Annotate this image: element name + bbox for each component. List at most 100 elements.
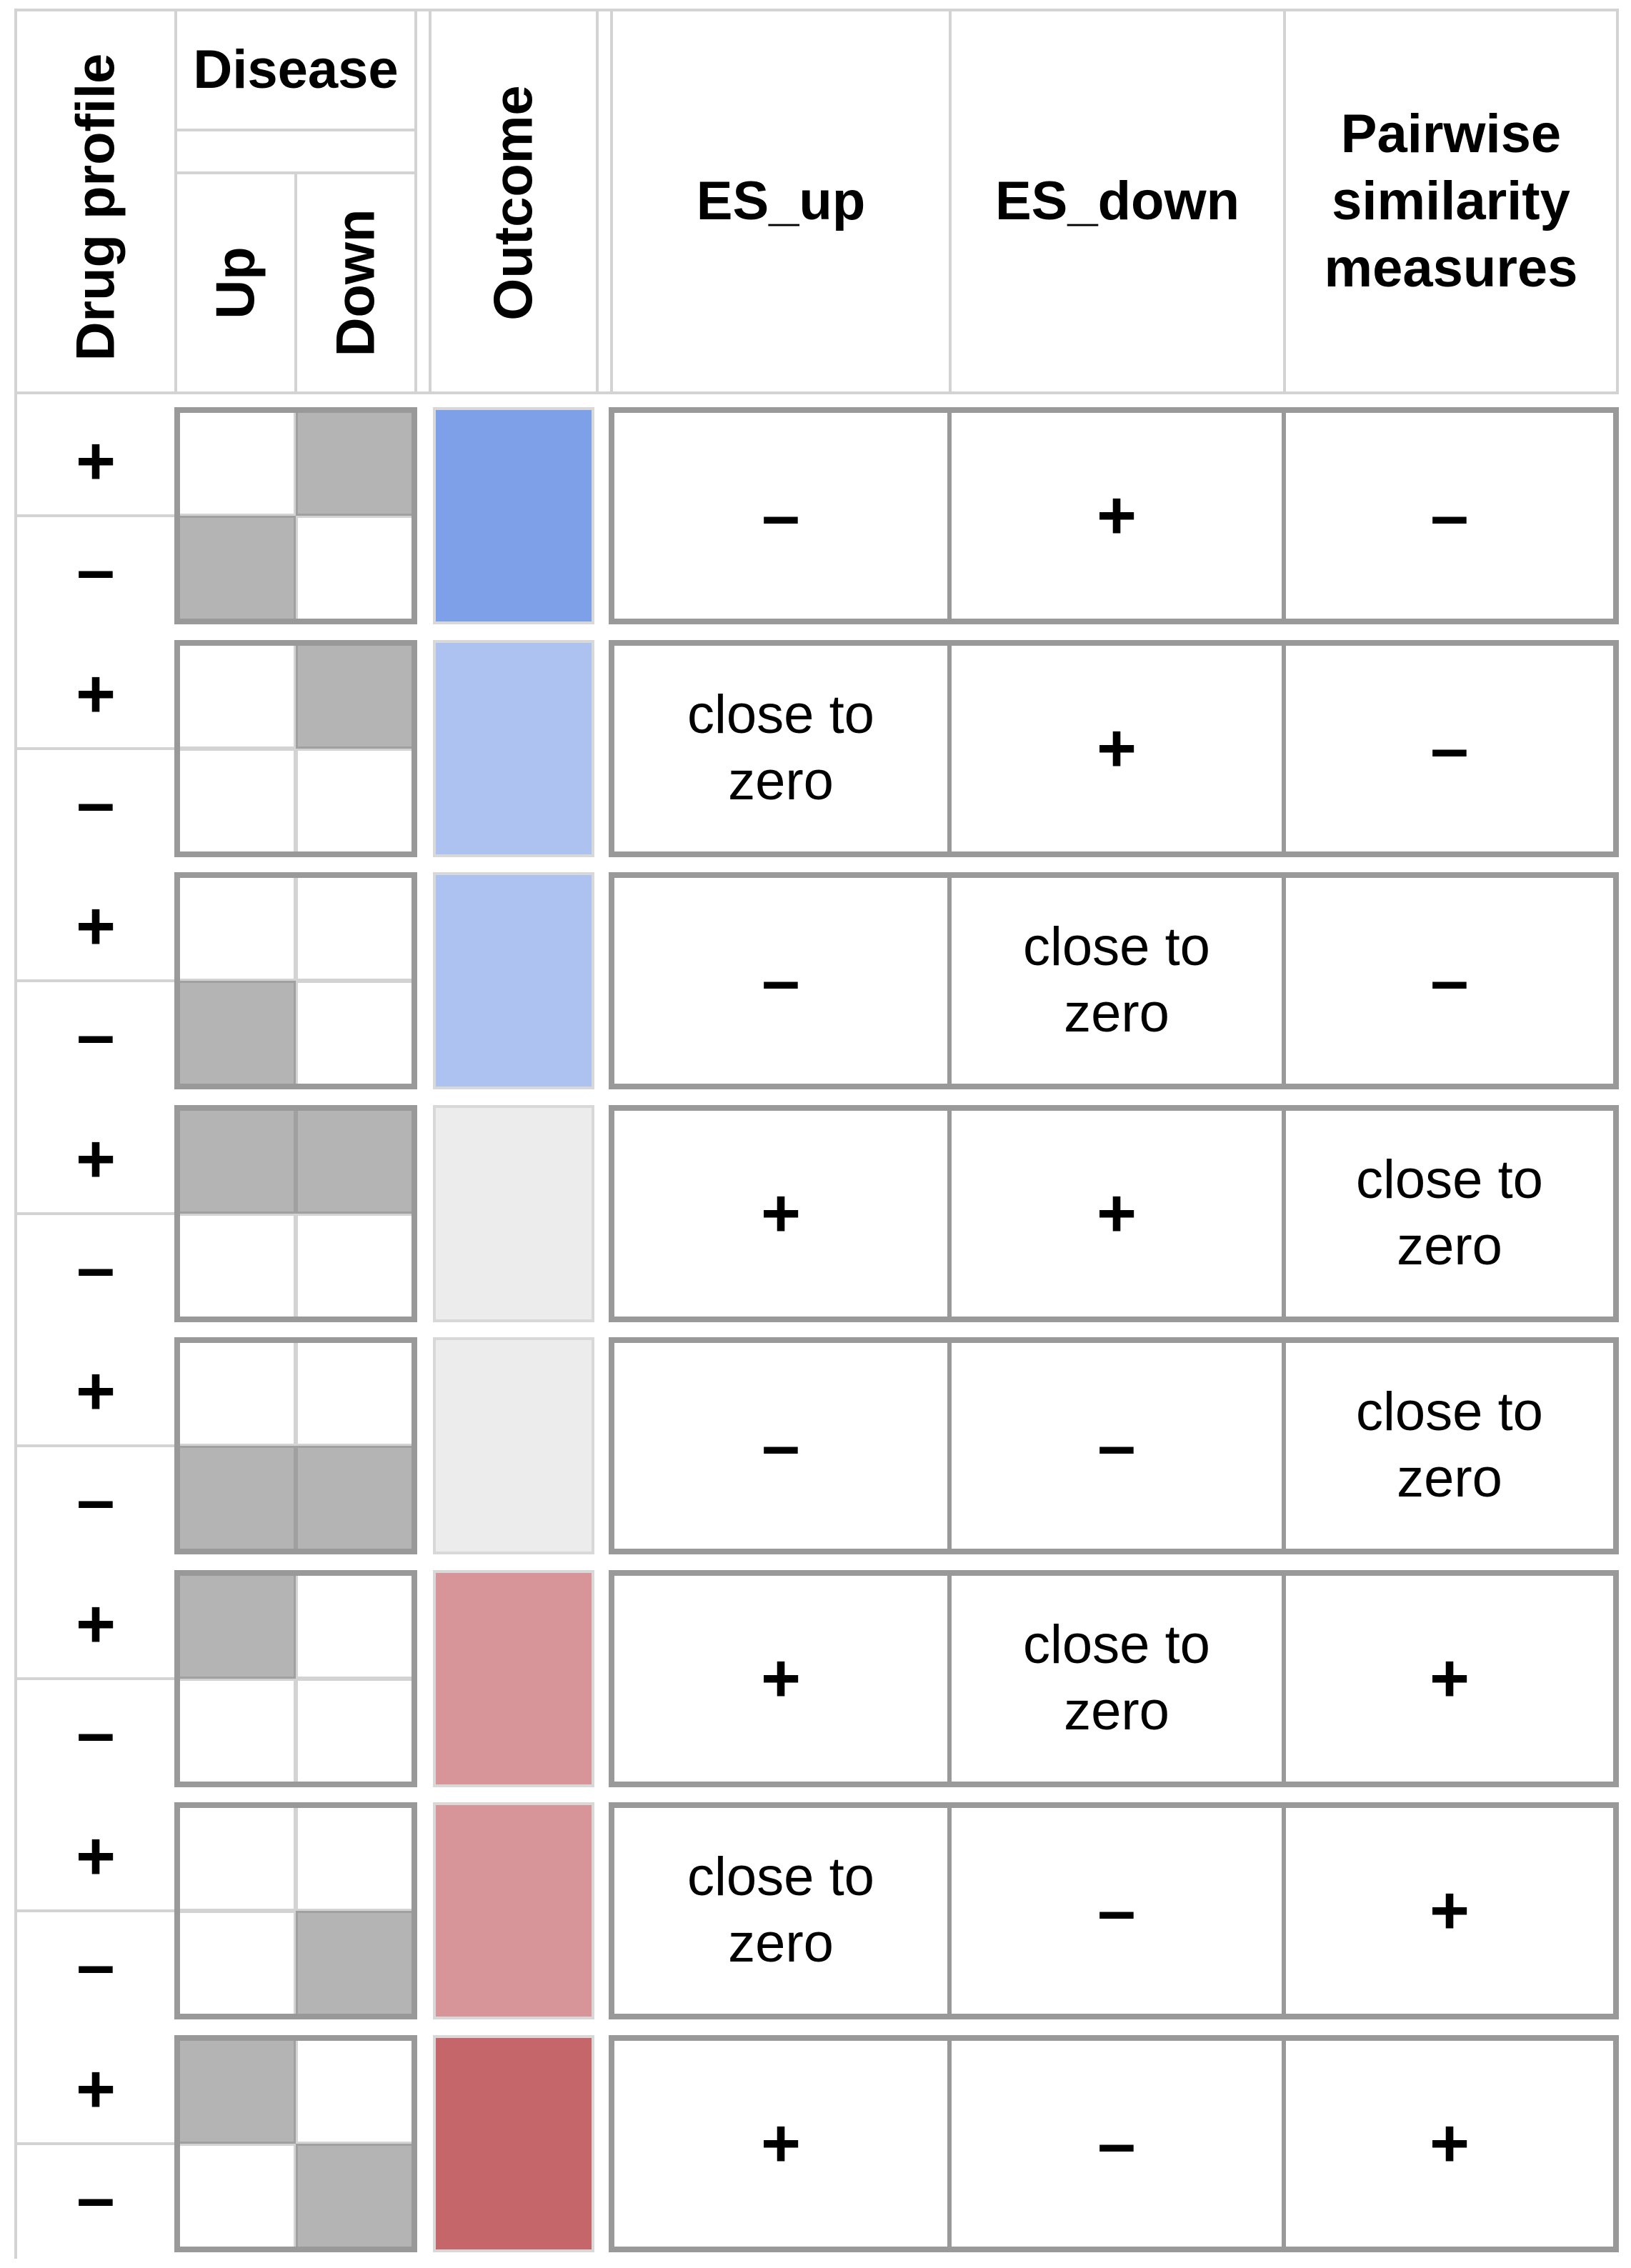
drug-sign-plus: + — [75, 888, 116, 964]
pairwise-value: + — [1429, 1640, 1470, 1717]
column-divider — [947, 1105, 952, 1322]
header-down: Down — [325, 209, 386, 357]
disease-cell-empty — [174, 872, 296, 981]
disease-cell-empty — [174, 749, 296, 857]
column-divider — [947, 1570, 952, 1787]
result-block-border — [609, 407, 1619, 624]
outcome-swatch — [433, 1570, 594, 1787]
grid-line — [17, 1212, 174, 1215]
result-block-border — [609, 872, 1619, 1089]
es-up-value: – — [762, 1407, 800, 1484]
column-divider — [1282, 2035, 1286, 2252]
drug-sign-plus: + — [75, 2051, 116, 2127]
pairwise-value: close to zero — [1356, 1149, 1543, 1277]
grid-line — [17, 747, 174, 750]
outcome-swatch — [433, 1337, 594, 1554]
result-block-border — [609, 1337, 1619, 1554]
disease-block-border — [174, 1802, 417, 2019]
column-divider — [1282, 872, 1286, 1089]
disease-cell-empty — [174, 2144, 296, 2252]
column-divider — [947, 640, 952, 857]
grid-line — [14, 391, 1617, 394]
header-es-down: ES_down — [994, 170, 1240, 231]
header-pairwise-similarity: Pairwise similarity measures — [1324, 103, 1578, 299]
es-up-value: + — [760, 1640, 802, 1717]
es-up-value: + — [760, 1175, 802, 1252]
outcome-swatch — [433, 872, 594, 1089]
es-down-value: + — [1096, 1175, 1137, 1252]
result-block-border — [609, 640, 1619, 857]
grid-line — [610, 9, 613, 394]
drug-sign-plus: + — [75, 1121, 116, 1197]
disease-block-border — [174, 1105, 417, 1322]
column-divider — [1282, 640, 1286, 857]
column-divider — [947, 1337, 952, 1554]
outcome-swatch — [433, 2035, 594, 2252]
column-divider — [1282, 1337, 1286, 1554]
column-divider — [947, 407, 952, 624]
drug-sign-plus: + — [75, 656, 116, 732]
disease-cell-shaded — [174, 1446, 296, 1554]
grid-line — [1616, 9, 1619, 394]
disease-block-border — [174, 407, 417, 624]
grid-line — [949, 9, 952, 394]
result-block-border — [609, 2035, 1619, 2252]
column-divider — [1282, 1802, 1286, 2019]
drug-sign-minus: – — [76, 1694, 115, 1771]
drug-sign-plus: + — [75, 1586, 116, 1662]
outcome-swatch — [433, 1802, 594, 2019]
grid-line — [429, 9, 432, 394]
pairwise-value: close to zero — [1356, 1382, 1543, 1509]
disease-cell-shaded — [174, 1570, 296, 1679]
disease-block-border — [174, 2035, 417, 2252]
es-up-value: close to zero — [687, 1847, 874, 1974]
es-down-value: – — [1097, 1407, 1136, 1484]
drug-sign-plus: + — [75, 1353, 116, 1429]
header-drug-profile: Drug profile — [65, 53, 126, 361]
grid-line — [414, 9, 417, 394]
pairwise-value: – — [1430, 477, 1469, 554]
disease-cell-empty — [174, 1337, 296, 1446]
outcome-swatch — [433, 1105, 594, 1322]
column-divider — [1282, 1570, 1286, 1787]
disease-cell-empty — [296, 516, 417, 624]
drug-sign-plus: + — [75, 423, 116, 499]
result-block-border — [609, 1802, 1619, 2019]
pairwise-value: – — [1430, 710, 1469, 786]
es-down-value: close to zero — [1023, 1614, 1210, 1742]
grid-line — [174, 9, 177, 394]
grid-line — [14, 9, 17, 2259]
grid-line — [17, 1677, 174, 1680]
drug-sign-minus: – — [76, 1927, 115, 2003]
grid-line — [14, 9, 1617, 11]
column-divider — [947, 2035, 952, 2252]
drug-sign-minus: – — [76, 531, 115, 608]
drug-sign-plus: + — [75, 1818, 116, 1894]
result-block-border — [609, 1105, 1619, 1322]
header-es-up: ES_up — [696, 170, 866, 231]
grid-line — [17, 979, 174, 982]
disease-block-border — [174, 640, 417, 857]
grid-line — [1283, 9, 1286, 394]
grid-line — [596, 9, 599, 394]
drug-sign-minus: – — [76, 996, 115, 1073]
column-divider — [947, 872, 952, 1089]
grid-line — [17, 2142, 174, 2145]
pairwise-value: – — [1430, 942, 1469, 1019]
es-up-value: + — [760, 2105, 802, 2182]
header-outcome: Outcome — [483, 85, 544, 321]
drug-sign-minus: – — [76, 1229, 115, 1306]
es-up-value: – — [762, 477, 800, 554]
disease-cell-empty — [296, 1802, 417, 1911]
outcome-swatch — [433, 640, 594, 857]
es-down-value: – — [1097, 2105, 1136, 2182]
column-divider — [1282, 407, 1286, 624]
disease-block-border — [174, 1337, 417, 1554]
grid-line — [17, 514, 174, 517]
column-divider — [947, 1802, 952, 2019]
drug-sign-minus: – — [76, 764, 115, 841]
result-block-border — [609, 1570, 1619, 1787]
outcome-swatch — [433, 407, 594, 624]
drug-sign-minus: – — [76, 1462, 115, 1538]
